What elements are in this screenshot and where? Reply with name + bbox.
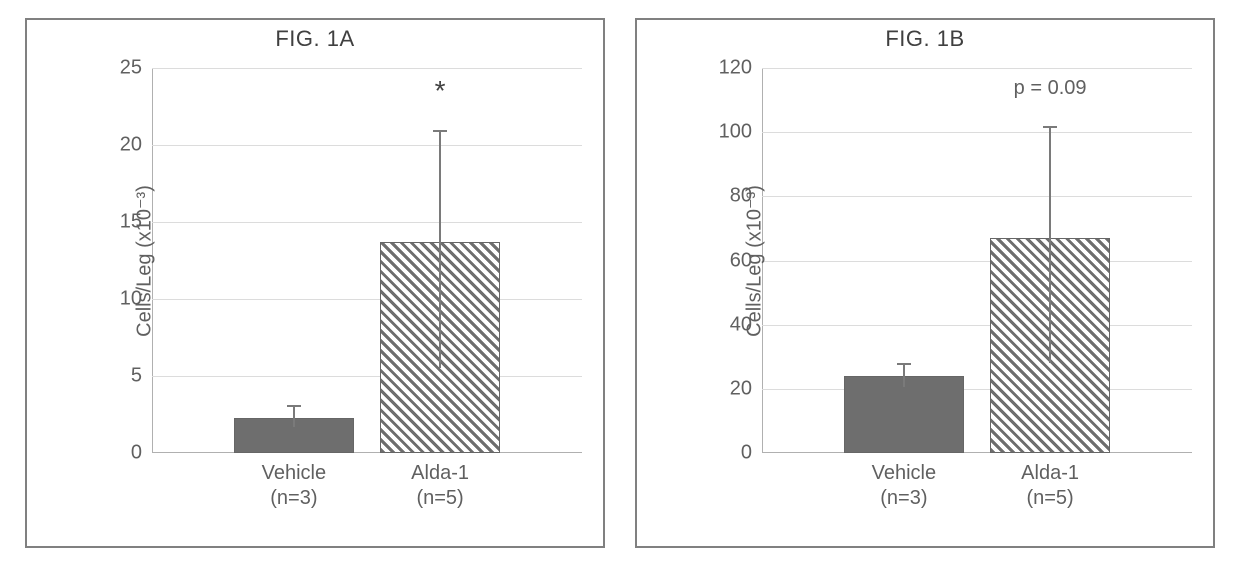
category-label-line1: Vehicle (834, 461, 974, 486)
ytick-label: 5 (131, 365, 152, 388)
gridline (762, 68, 1192, 69)
ytick-label: 0 (131, 442, 152, 465)
gridline (152, 376, 582, 377)
category-label-line1: Vehicle (224, 461, 364, 486)
error-cap (433, 130, 447, 132)
error-cap (897, 363, 911, 365)
error-cap (1043, 126, 1057, 128)
category-label-line2: (n=3) (224, 486, 364, 511)
category-label: Vehicle(n=3) (224, 453, 364, 511)
error-bar (439, 130, 441, 369)
chart-area: 0510152025Cells/Leg (x10⁻³)Vehicle(n=3)A… (152, 68, 582, 453)
gridline (762, 196, 1192, 197)
panel-A: FIG. 1A 0510152025Cells/Leg (x10⁻³)Vehicl… (25, 18, 605, 548)
ytick-label: 20 (730, 377, 762, 400)
gridline (762, 389, 1192, 390)
ytick-label: 20 (120, 134, 152, 157)
gridline (152, 299, 582, 300)
gridline (152, 145, 582, 146)
figure-root: FIG. 1A 0510152025Cells/Leg (x10⁻³)Vehicl… (0, 0, 1240, 584)
ytick-label: 120 (719, 57, 762, 80)
gridline (762, 261, 1192, 262)
panel-title: FIG. 1A (27, 26, 603, 52)
category-label-line1: Alda-1 (980, 461, 1120, 486)
category-label-line2: (n=5) (370, 486, 510, 511)
significance-marker: * (435, 75, 446, 107)
gridline (762, 325, 1192, 326)
panel-B: FIG. 1B 020406080100120Cells/Leg (x10⁻³)V… (635, 18, 1215, 548)
chart-area: 020406080100120Cells/Leg (x10⁻³)Vehicle(… (762, 68, 1192, 453)
category-label: Alda-1(n=5) (980, 453, 1120, 511)
gridline (152, 222, 582, 223)
error-bar (903, 363, 905, 387)
ytick-label: 0 (741, 442, 762, 465)
category-label-line2: (n=5) (980, 486, 1120, 511)
bar-vehicle (844, 376, 964, 453)
panel-title: FIG. 1B (637, 26, 1213, 52)
error-bar (1049, 126, 1051, 363)
plot-rect (152, 68, 582, 453)
y-axis-title: Cells/Leg (x10⁻³) (741, 185, 766, 337)
category-label-line1: Alda-1 (370, 461, 510, 486)
ytick-label: 100 (719, 121, 762, 144)
category-label: Alda-1(n=5) (370, 453, 510, 511)
category-label: Vehicle(n=3) (834, 453, 974, 511)
error-cap (287, 405, 301, 407)
category-label-line2: (n=3) (834, 486, 974, 511)
y-axis-title: Cells/Leg (x10⁻³) (131, 185, 156, 337)
p-value-label: p = 0.09 (1014, 77, 1087, 100)
ytick-label: 25 (120, 57, 152, 80)
error-bar (293, 405, 295, 427)
gridline (152, 68, 582, 69)
gridline (762, 132, 1192, 133)
